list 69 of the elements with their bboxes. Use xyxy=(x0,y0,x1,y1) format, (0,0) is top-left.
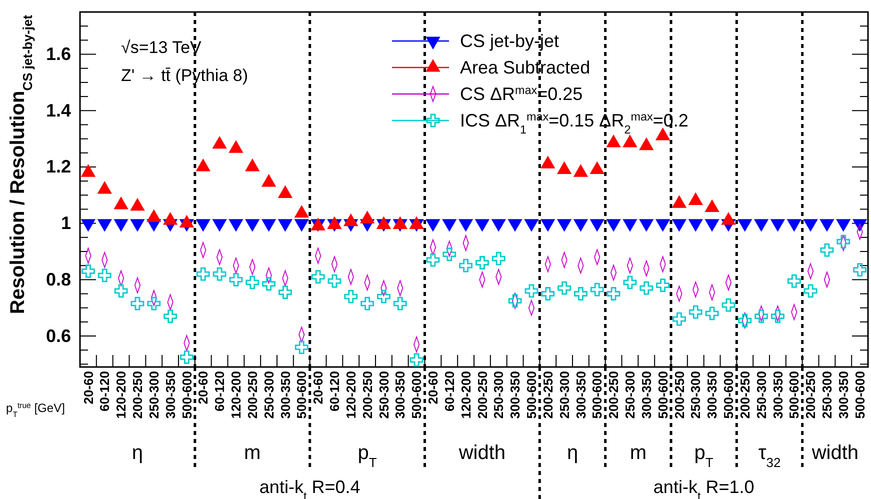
x-tick-label: 500-600 xyxy=(179,371,194,419)
text: width xyxy=(458,442,506,464)
x-tick-label: 200-250 xyxy=(244,371,260,419)
x-tick-label: 120-200 xyxy=(343,371,358,419)
x-tick-label: 300-350 xyxy=(836,371,851,419)
x-tick-label: 60-120 xyxy=(212,371,228,412)
x-tick-label: 120-200 xyxy=(458,371,474,419)
x-tick-label: 20-60 xyxy=(196,371,211,404)
y-tick-label: 1.4 xyxy=(46,100,71,120)
text: m xyxy=(244,442,261,464)
annotation: √s=13 TeV xyxy=(121,38,202,57)
x-tick-label: 500-600 xyxy=(655,371,670,419)
x-tick-label: 200-250 xyxy=(737,371,752,419)
text: m xyxy=(630,442,647,464)
x-tick-label: 250-300 xyxy=(261,371,276,419)
x-tick-label: 300-350 xyxy=(392,371,408,419)
x-tick-label: 200-250 xyxy=(360,371,375,419)
legend-label: Area Subtracted xyxy=(460,58,590,78)
x-tick-label: 300-350 xyxy=(704,371,720,419)
text: η xyxy=(566,442,578,464)
x-tick-label: 200-250 xyxy=(130,371,146,419)
x-tick-label: 120-200 xyxy=(114,371,129,419)
x-tick-label: 200-250 xyxy=(606,371,622,419)
y-tick-label: 0.6 xyxy=(46,326,71,346)
y-tick-label: 1 xyxy=(60,213,71,234)
x-tick-label: 60-120 xyxy=(442,371,457,412)
x-tick-label: 250-300 xyxy=(376,371,392,419)
x-tick-label: 120-200 xyxy=(228,371,244,419)
legend-label: CS jet-by-jet xyxy=(460,31,560,51)
text: width xyxy=(810,442,859,464)
x-tick-label: 250-300 xyxy=(622,371,638,419)
annotation: Z' → tt̄ (Pythia 8) xyxy=(121,66,248,85)
x-tick-label: 250-300 xyxy=(754,371,769,419)
x-tick-label: 250-300 xyxy=(688,371,704,419)
x-tick-label: 60-120 xyxy=(327,371,342,412)
x-tick-label: 20-60 xyxy=(80,371,96,404)
x-tick-label: 500-600 xyxy=(524,371,540,419)
x-tick-label: 20-60 xyxy=(426,371,441,404)
x-tick-label: 500-600 xyxy=(294,371,310,419)
x-tick-label: 250-300 xyxy=(491,371,506,419)
x-tick-label: 200-250 xyxy=(540,371,556,419)
y-tick-label: 0.8 xyxy=(46,269,71,290)
x-tick-label: 200-250 xyxy=(803,371,818,419)
x-tick-label: 300-350 xyxy=(162,371,178,419)
x-tick-label: 250-300 xyxy=(820,371,835,419)
x-tick-label: 60-120 xyxy=(97,371,112,412)
x-tick-label: 300-350 xyxy=(278,371,293,419)
x-tick-label: 300-350 xyxy=(508,371,523,419)
x-tick-label: 500-600 xyxy=(721,371,736,419)
x-tick-label: 250-300 xyxy=(146,371,162,419)
text: η xyxy=(132,442,144,464)
y-tick-label: 1.6 xyxy=(46,44,71,64)
x-tick-label: 500-600 xyxy=(852,371,868,419)
x-tick-label: 500-600 xyxy=(590,371,605,419)
x-tick-label: 20-60 xyxy=(310,371,326,404)
text: τ$_{32}$ xyxy=(758,442,781,470)
x-axis-title: p$_{T}$$^{true}$ [GeV] xyxy=(6,400,65,418)
x-tick-label: 300-350 xyxy=(638,371,654,419)
x-tick-label: 500-600 xyxy=(409,371,424,419)
x-tick-label: 500-600 xyxy=(786,371,802,419)
x-tick-label: 300-350 xyxy=(770,371,786,419)
text: p$_{T}$ xyxy=(694,442,714,470)
text: p$_{T}$ xyxy=(358,442,377,470)
x-tick-label: 300-350 xyxy=(573,371,588,419)
x-tick-label: 250-300 xyxy=(556,371,572,419)
x-tick-label: 200-250 xyxy=(672,371,687,419)
y-tick-label: 1.2 xyxy=(46,156,71,177)
x-tick-label: 200-250 xyxy=(474,371,490,419)
legend-label: CS ΔR$^{max}$=0.25 xyxy=(460,84,583,104)
